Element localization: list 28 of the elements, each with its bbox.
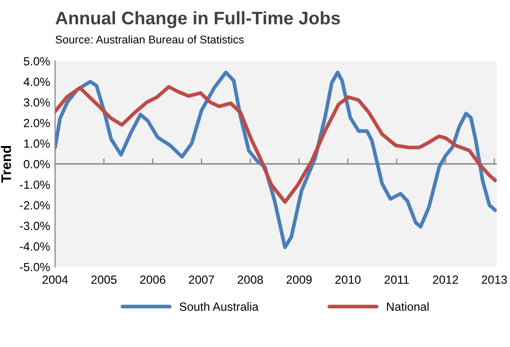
y-tick-label: -4.0% [20, 242, 50, 251]
x-tick-label: 2009 [286, 275, 312, 284]
legend-label: South Australia [180, 302, 259, 311]
y-tick-label: 3.0% [24, 98, 50, 107]
y-tick-label: -3.0% [20, 222, 50, 230]
chart-title: Annual Change in Full-Time Jobs [56, 11, 340, 28]
y-tick-label: -1.0% [20, 180, 50, 189]
x-tick-label: 2006 [140, 275, 166, 284]
x-tick-label: 2011 [384, 275, 409, 284]
legend-label: National [387, 302, 429, 311]
x-tick-label: 2004 [42, 275, 68, 284]
x-tick-label: 2008 [238, 275, 263, 284]
x-tick-label: 2007 [188, 275, 214, 284]
y-tick-label: -5.0% [20, 262, 50, 272]
x-tick-label: 2013 [482, 275, 507, 284]
y-tick-label: 5.0% [24, 57, 50, 66]
x-tick-label: 2010 [335, 275, 361, 284]
source-note: Source: Australian Bureau of Statistics [56, 35, 244, 44]
y-axis-title: Trend [0, 146, 12, 183]
line-series [55, 84, 497, 204]
y-tick-label: -2.0% [20, 201, 50, 210]
y-tick-label: 4.0% [24, 78, 50, 86]
x-tick-label: 2005 [91, 275, 117, 284]
y-tick-label: 2.0% [24, 118, 50, 128]
x-tick-label: 2012 [432, 275, 458, 284]
y-tick-label: 0.0% [24, 160, 50, 168]
y-tick-label: 1.0% [24, 139, 50, 148]
line-series [55, 70, 497, 250]
